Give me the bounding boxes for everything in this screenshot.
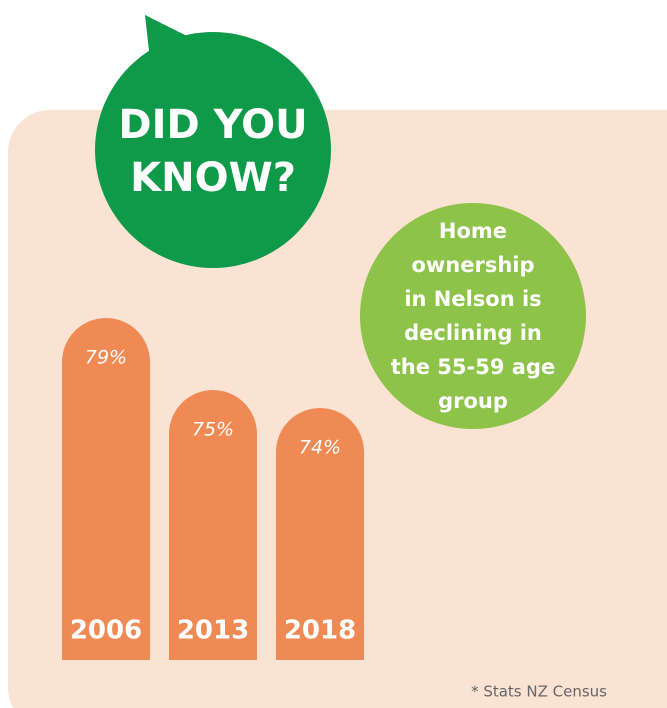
fact-circle (360, 203, 586, 429)
speech-bubble (95, 32, 331, 268)
value-label: 79% (85, 347, 127, 369)
annotation-line: in Nelson is (404, 287, 541, 311)
annotation-line: the 55-59 age (391, 355, 555, 379)
annotation-line: declining in (404, 321, 542, 345)
annotation-line: ownership (411, 253, 534, 277)
category-label: 2018 (284, 616, 356, 646)
annotation-line: group (438, 389, 508, 413)
category-label: 2006 (70, 616, 142, 646)
bar (276, 408, 364, 660)
annotation-line: Home (439, 219, 507, 243)
value-label: 75% (192, 419, 234, 441)
value-label: 74% (299, 437, 341, 459)
source: * Stats NZ Census (471, 683, 607, 701)
title-line: KNOW? (130, 155, 296, 201)
bar (169, 390, 257, 660)
title-line: DID YOU (118, 102, 307, 148)
bar (62, 318, 150, 660)
category-label: 2013 (177, 616, 249, 646)
